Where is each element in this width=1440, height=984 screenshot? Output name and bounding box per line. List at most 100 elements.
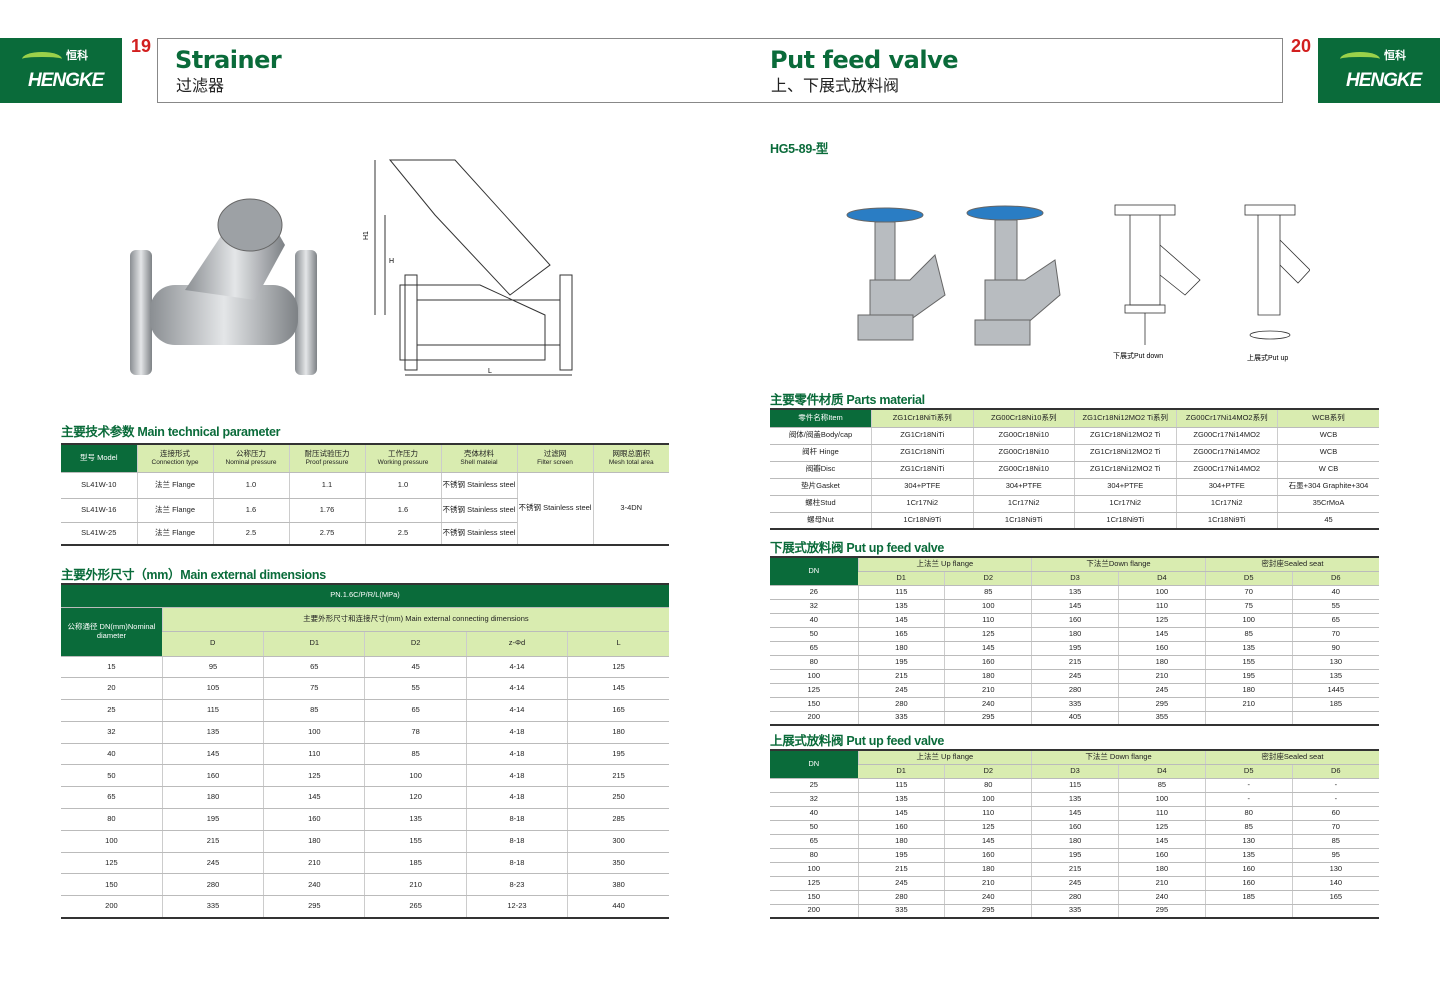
table-cell: 210 — [944, 683, 1032, 698]
table-row: 40 145 110 160 125 100 65 — [770, 613, 1379, 628]
logo-wave-icon — [22, 52, 62, 66]
table-cell: 1.6 — [212, 498, 289, 523]
table-cell: 15 — [61, 656, 163, 679]
table-cell: 210 — [1117, 669, 1206, 684]
header-cell: D6 — [1291, 764, 1379, 779]
table-cell: 32 — [770, 792, 858, 807]
table-cell: 100 — [770, 862, 858, 877]
header-cell: 密封座Sealed seat — [1204, 557, 1379, 572]
header-en: Proof pressure — [305, 458, 349, 466]
table-cell: 240 — [263, 873, 365, 897]
table-row: DN 上法兰 Up flange 下法兰 Down flange 密封座Sealed … — [770, 750, 1379, 779]
table-cell: 26 — [770, 585, 858, 600]
table-cell: ZG1Cr18NiTi — [871, 444, 973, 462]
table-cell: 335 — [1031, 697, 1119, 712]
section-title-dimensions: 主要外形尺寸（mm）Main external dimensions — [61, 568, 326, 582]
table-cell: ZG00Cr17Ni14MO2 — [1175, 461, 1278, 479]
table-cell: 195 — [1031, 641, 1119, 656]
table-cell: 1Cr18Ni9Ti — [1074, 512, 1176, 530]
table-cell: 125 — [944, 820, 1032, 835]
header-cell: D3 — [1031, 764, 1119, 779]
table-cell: - — [1204, 778, 1293, 793]
table-cell: 300 — [567, 830, 669, 853]
caption-put-down: 下展式Put down — [1113, 351, 1163, 360]
table-cell: 4-14 — [465, 699, 568, 722]
dim-label-h1: H1 — [363, 231, 370, 240]
table-cell: 65 — [364, 699, 467, 722]
table-cell: 65 — [770, 834, 858, 849]
table-cell: 215 — [857, 862, 945, 877]
table-cell: 50 — [770, 627, 858, 642]
table-cell: 145 — [1031, 599, 1119, 614]
header-cell: 上法兰 Up flange — [857, 750, 1032, 765]
table-cell: 195 — [1204, 669, 1293, 684]
header-cell: z-Φd — [465, 631, 568, 657]
header-cell: DN — [770, 557, 858, 586]
header-en: Connection type — [151, 458, 199, 466]
header-cn: 壳体材料 — [464, 449, 494, 459]
table-cell: 145 — [857, 806, 945, 821]
table-cell: 40 — [770, 806, 858, 821]
header-cell: 公称压力 Nominal pressure — [212, 444, 289, 473]
header-cn: 耐压试验压力 — [304, 449, 350, 459]
table-cell: 335 — [1031, 904, 1119, 919]
table-row: 150 280 240 335 295 210 185 — [770, 697, 1379, 712]
table-cell: 215 — [1031, 862, 1119, 877]
table-cell: 8-23 — [465, 873, 568, 897]
table-cell — [1204, 711, 1293, 726]
table-cell: ZG1Cr18Ni12MO2 Ti — [1074, 461, 1176, 479]
header-cell: 零件名称Item — [770, 409, 872, 428]
table-cell: 110 — [263, 743, 365, 766]
header-cell: 主要外形尺寸和连接尺寸(mm) Main external connecting… — [161, 607, 669, 632]
header-cell: D6 — [1291, 571, 1379, 586]
table-cell: 115 — [161, 699, 264, 722]
table-cell: ZG00Cr17Ni14MO2 — [1175, 444, 1278, 462]
table-cell: SL41W-16 — [61, 498, 137, 523]
table-cell: 阀瓣Disc — [770, 461, 872, 479]
table-cell: 85 — [1291, 834, 1379, 849]
table-row: 50 165 125 180 145 85 70 — [770, 627, 1379, 642]
table-row: 20 105 75 55 4-14 145 — [61, 677, 669, 701]
table-cell: 115 — [1031, 778, 1119, 793]
table-cell: 160 — [1031, 820, 1119, 835]
header-en: Filter screen — [537, 458, 573, 466]
table-row: 80 195 160 135 8-18 285 — [61, 808, 669, 831]
table-cell: 100 — [61, 830, 163, 853]
table-cell: 1.0 — [212, 472, 289, 499]
table-cell: 165 — [857, 627, 945, 642]
table-cell: 80 — [770, 655, 858, 670]
table-cell: ZG00Cr18Ni10 — [972, 461, 1075, 479]
table-cell: 80 — [61, 808, 163, 831]
table-cell: 100 — [770, 669, 858, 684]
header-cell: ZG00Cr17Ni14MO2系列 — [1175, 409, 1278, 428]
table-cell: 32 — [61, 721, 163, 744]
page-title-right: Put feed valve — [770, 46, 959, 74]
table-cell: 100 — [364, 764, 467, 788]
table-cell: 115 — [857, 585, 945, 600]
table-row: 50 160 125 160 125 85 70 — [770, 820, 1379, 835]
table-cell: 280 — [857, 890, 945, 905]
table-cell: 145 — [944, 834, 1032, 849]
table-cell: ZG00Cr18Ni10 — [972, 427, 1075, 445]
header-cell: 网眼总面积 Mesh total area — [592, 444, 669, 473]
table-cell: 215 — [567, 764, 669, 788]
table-cell: 135 — [1204, 641, 1293, 656]
table-cell: 65 — [61, 786, 163, 810]
table-cell: 70 — [1291, 820, 1379, 835]
table-cell: 25 — [770, 778, 858, 793]
table-cell: 110 — [944, 806, 1032, 821]
table-cell: 160 — [263, 808, 365, 831]
table-cell: 160 — [1117, 848, 1206, 863]
table-cell: 45 — [364, 656, 467, 679]
table-row: 80 195 160 215 180 155 130 — [770, 655, 1379, 670]
table-cell: 160 — [161, 764, 264, 788]
table-cell: 40 — [770, 613, 858, 628]
table-row: 100 215 180 245 210 195 135 — [770, 669, 1379, 684]
table-cell: 32 — [770, 599, 858, 614]
page-title-left: Strainer — [175, 46, 282, 74]
table-cell: 125 — [770, 876, 858, 891]
header-cell: 型号 Model — [61, 444, 137, 473]
table-cell: 1Cr17Ni2 — [1175, 495, 1278, 513]
table-cell: 65 — [263, 656, 365, 679]
brand-logo-right: 恒科 HENGKE — [1318, 38, 1440, 103]
